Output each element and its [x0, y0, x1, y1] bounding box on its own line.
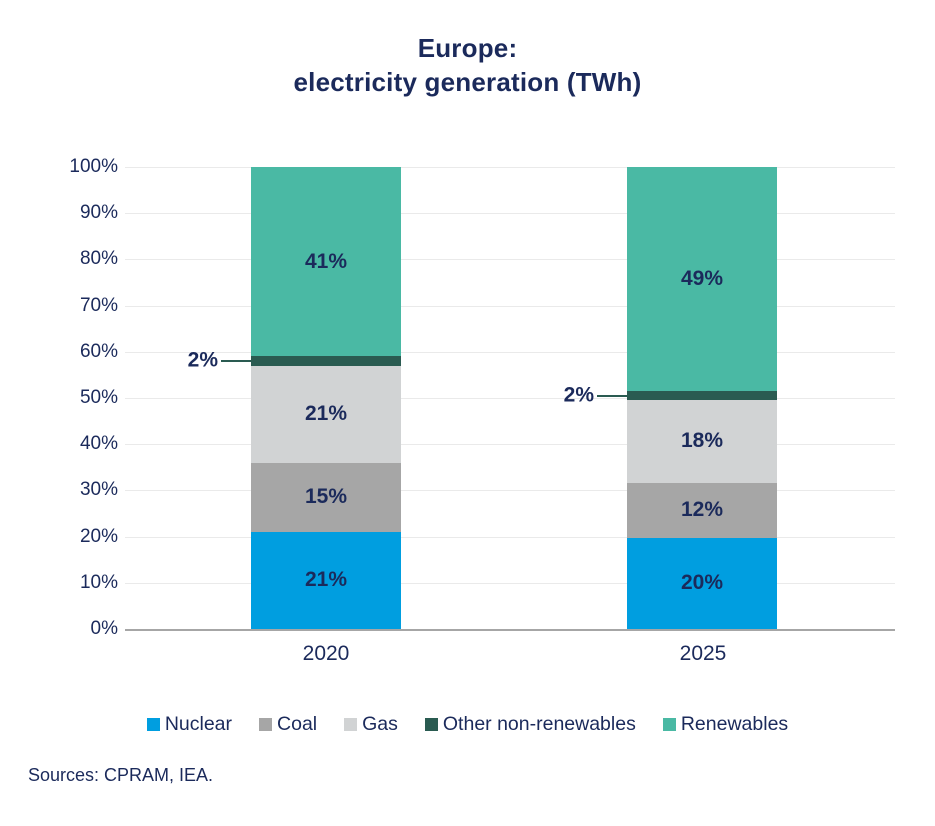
segment-callout-label: 2%	[563, 383, 594, 407]
nuclear-swatch-icon	[146, 718, 160, 731]
bar-segment-gas: 18%	[627, 400, 777, 483]
legend-label: Coal	[277, 713, 318, 735]
x-axis-line	[125, 629, 895, 631]
callout-leader-line	[221, 360, 251, 363]
gridline	[125, 167, 895, 168]
y-tick-label: 70%	[79, 294, 118, 316]
legend-label: Renewables	[680, 713, 789, 735]
y-tick-label: 40%	[79, 433, 118, 455]
y-tick-label: 80%	[79, 248, 118, 270]
chart-title: Europe: electricity generation (TWh)	[0, 31, 935, 99]
gas-swatch-icon	[344, 718, 358, 731]
legend-item-coal: Coal	[259, 713, 317, 736]
gridline	[125, 351, 895, 353]
renewables-swatch-icon	[662, 718, 676, 731]
y-tick-label: 10%	[79, 571, 118, 593]
gridline	[125, 536, 895, 538]
segment-value-label: 12%	[680, 498, 724, 522]
gridline	[125, 259, 895, 261]
legend-label: Gas	[362, 713, 398, 735]
bar-segment-nuclear: 21%	[251, 531, 401, 629]
bar-segment-nuclear: 20%	[627, 537, 777, 629]
y-tick-label: 20%	[79, 525, 118, 547]
y-tick-label: 0%	[90, 618, 118, 639]
legend: Nuclear Coal Gas Other non-renewables Re…	[0, 713, 935, 736]
gridline	[125, 444, 895, 446]
stacked-bar-2020: 21% 15% 21% 41%	[251, 167, 401, 629]
chart-title-line2: electricity generation (TWh)	[293, 67, 642, 97]
y-tick-label: 50%	[79, 387, 118, 408]
plot-area: 2% 21% 15% 21% 41% 2% 20% 12% 18% 49%	[125, 167, 895, 631]
source-note: Sources: CPRAM, IEA.	[28, 765, 214, 785]
segment-value-label: 49%	[680, 267, 724, 291]
gridline	[125, 398, 895, 399]
segment-value-label: 18%	[680, 429, 724, 453]
x-axis-label-2020: 2020	[302, 642, 350, 665]
bar-segment-gas: 21%	[251, 365, 401, 463]
segment-value-label: 21%	[304, 568, 348, 592]
y-axis: 100% 90% 80% 70% 60% 50% 40% 30% 20% 10%…	[0, 156, 118, 639]
segment-value-label: 41%	[304, 249, 348, 273]
gridline	[125, 582, 895, 584]
other-non-renewables-swatch-icon	[424, 718, 438, 731]
bar-segment-coal: 15%	[251, 462, 401, 532]
legend-item-gas: Gas	[344, 713, 398, 736]
y-tick-label: 100%	[69, 156, 118, 177]
bar-segment-other-non-renewables	[627, 391, 777, 401]
bar-segment-other-non-renewables	[251, 356, 401, 366]
legend-label: Other non-renewables	[442, 713, 636, 735]
coal-swatch-icon	[259, 718, 273, 731]
bar-segment-renewables: 41%	[251, 167, 401, 357]
legend-item-renewables: Renewables	[662, 713, 789, 736]
bar-segment-renewables: 49%	[627, 167, 777, 392]
callout-leader-line	[597, 394, 627, 397]
segment-callout-label: 2%	[187, 348, 218, 372]
legend-item-nuclear: Nuclear	[146, 713, 233, 736]
legend-label: Nuclear	[164, 713, 233, 735]
legend-item-other-non-renewables: Other non-renewables	[424, 713, 636, 736]
gridline	[125, 213, 895, 215]
gridline	[125, 490, 895, 492]
y-tick-label: 90%	[79, 202, 118, 224]
y-tick-label: 60%	[79, 340, 118, 362]
segment-value-label: 21%	[304, 402, 348, 426]
chart-title-line1: Europe:	[417, 33, 518, 63]
stacked-bar-2025: 20% 12% 18% 49%	[627, 167, 777, 629]
segment-value-label: 20%	[680, 571, 724, 595]
segment-value-label: 15%	[304, 485, 348, 509]
x-axis-label-2025: 2025	[679, 642, 727, 665]
gridline	[125, 305, 895, 307]
bar-segment-coal: 12%	[627, 482, 777, 538]
y-tick-label: 30%	[79, 479, 118, 501]
